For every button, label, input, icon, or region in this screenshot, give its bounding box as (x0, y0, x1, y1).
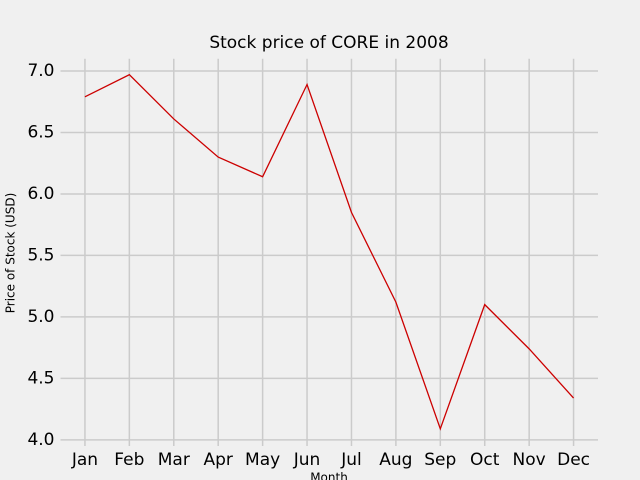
x-tick-label: Dec (557, 450, 590, 470)
x-tick-label: Sep (424, 450, 456, 470)
x-tick-label: Aug (379, 450, 412, 470)
y-axis-label: Price of Stock (USD) (4, 193, 18, 314)
x-axis-label: Month (310, 471, 348, 480)
y-tick-label: 7.0 (27, 61, 54, 81)
x-tick-label: Jan (71, 450, 98, 470)
y-tick-label: 4.0 (27, 430, 54, 450)
x-tick-label: Oct (470, 450, 500, 470)
x-tick-label: Jun (293, 450, 321, 470)
y-tick-label: 6.0 (27, 184, 54, 204)
x-tick-label: Mar (158, 450, 190, 470)
y-tick-label: 5.0 (27, 307, 54, 327)
line (84, 73, 575, 431)
x-tick-label: Nov (513, 450, 546, 470)
y-tick-label: 6.5 (27, 122, 54, 142)
y-tick-label: 4.5 (27, 368, 54, 388)
x-tick-label: Apr (203, 450, 232, 470)
y-tick-label: 5.5 (27, 245, 54, 265)
x-tick-label: Jul (340, 450, 362, 470)
x-tick-label: Feb (114, 450, 144, 470)
x-tick-label: May (245, 450, 280, 470)
chart-title: Stock price of CORE in 2008 (209, 33, 448, 53)
